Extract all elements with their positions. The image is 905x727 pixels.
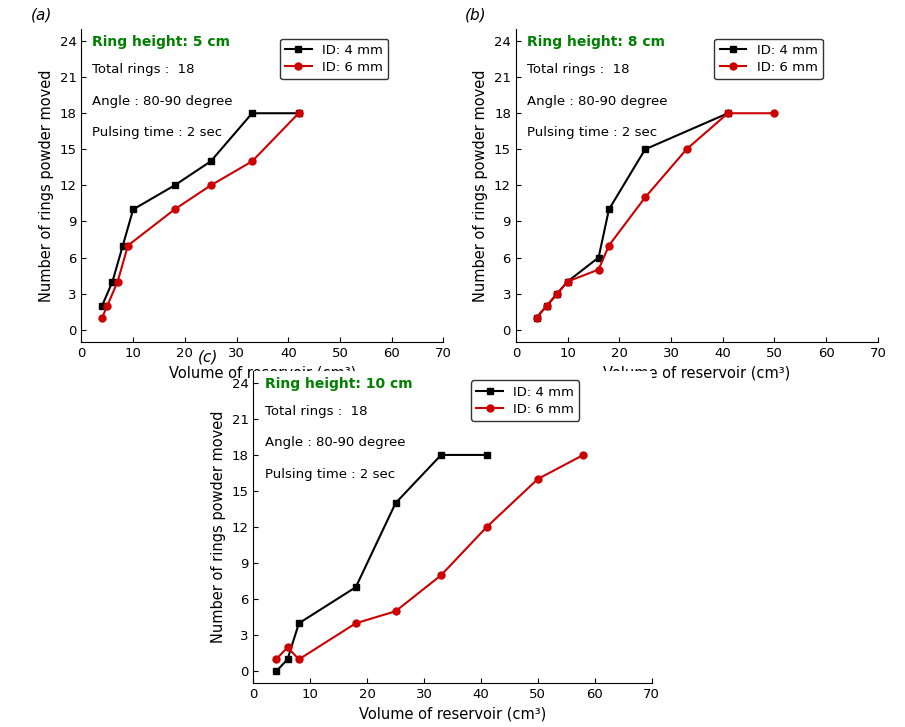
Text: Ring height: 5 cm: Ring height: 5 cm [92,36,230,49]
ID: 6 mm: (50, 18): 6 mm: (50, 18) [769,109,780,118]
ID: 6 mm: (33, 15): 6 mm: (33, 15) [681,145,692,153]
Text: Pulsing time : 2 sec: Pulsing time : 2 sec [527,126,657,139]
ID: 4 mm: (25, 14): 4 mm: (25, 14) [205,157,216,166]
ID: 4 mm: (33, 18): 4 mm: (33, 18) [247,109,258,118]
ID: 6 mm: (33, 14): 6 mm: (33, 14) [247,157,258,166]
ID: 6 mm: (18, 4): 6 mm: (18, 4) [350,619,361,627]
ID: 4 mm: (6, 2): 4 mm: (6, 2) [541,301,552,310]
ID: 6 mm: (33, 8): 6 mm: (33, 8) [435,571,446,579]
Text: (c): (c) [197,350,218,364]
ID: 4 mm: (8, 7): 4 mm: (8, 7) [118,241,129,250]
Y-axis label: Number of rings powder moved: Number of rings powder moved [211,411,226,643]
Text: (b): (b) [465,8,487,23]
Legend: ID: 4 mm, ID: 6 mm: ID: 4 mm, ID: 6 mm [471,380,579,421]
Text: Total rings :  18: Total rings : 18 [527,63,629,76]
ID: 4 mm: (10, 10): 4 mm: (10, 10) [128,205,138,214]
ID: 6 mm: (18, 7): 6 mm: (18, 7) [604,241,614,250]
Text: Ring height: 10 cm: Ring height: 10 cm [265,377,413,391]
ID: 6 mm: (25, 11): 6 mm: (25, 11) [640,193,651,202]
ID: 6 mm: (10, 4): 6 mm: (10, 4) [562,277,573,286]
ID: 4 mm: (18, 7): 4 mm: (18, 7) [350,583,361,592]
ID: 4 mm: (33, 18): 4 mm: (33, 18) [435,451,446,459]
ID: 4 mm: (8, 4): 4 mm: (8, 4) [293,619,304,627]
ID: 6 mm: (8, 3): 6 mm: (8, 3) [552,289,563,298]
X-axis label: Volume of reservoir (cm³): Volume of reservoir (cm³) [169,365,356,380]
ID: 4 mm: (25, 14): 4 mm: (25, 14) [390,499,401,507]
Line: ID: 6 mm: ID: 6 mm [99,110,302,321]
ID: 6 mm: (16, 5): 6 mm: (16, 5) [593,265,604,274]
ID: 6 mm: (25, 5): 6 mm: (25, 5) [390,607,401,616]
ID: 6 mm: (8, 1): 6 mm: (8, 1) [293,655,304,664]
Line: ID: 6 mm: ID: 6 mm [533,110,778,321]
ID: 6 mm: (7, 4): 6 mm: (7, 4) [112,277,123,286]
ID: 4 mm: (6, 4): 4 mm: (6, 4) [107,277,118,286]
ID: 6 mm: (4, 1): 6 mm: (4, 1) [271,655,281,664]
Y-axis label: Number of rings powder moved: Number of rings powder moved [39,69,54,302]
Line: ID: 4 mm: ID: 4 mm [272,451,491,675]
Line: ID: 4 mm: ID: 4 mm [99,110,302,309]
ID: 4 mm: (6, 1): 4 mm: (6, 1) [282,655,293,664]
Text: Angle : 80-90 degree: Angle : 80-90 degree [527,95,667,108]
ID: 4 mm: (18, 10): 4 mm: (18, 10) [604,205,614,214]
ID: 6 mm: (42, 18): 6 mm: (42, 18) [293,109,304,118]
ID: 6 mm: (41, 18): 6 mm: (41, 18) [722,109,733,118]
Text: Total rings :  18: Total rings : 18 [92,63,195,76]
Text: (a): (a) [31,8,52,23]
Text: Pulsing time : 2 sec: Pulsing time : 2 sec [265,467,395,481]
ID: 6 mm: (58, 18): 6 mm: (58, 18) [578,451,589,459]
ID: 4 mm: (10, 4): 4 mm: (10, 4) [562,277,573,286]
Text: Total rings :  18: Total rings : 18 [265,405,367,418]
ID: 4 mm: (42, 18): 4 mm: (42, 18) [293,109,304,118]
Legend: ID: 4 mm, ID: 6 mm: ID: 4 mm, ID: 6 mm [714,39,823,79]
ID: 4 mm: (4, 1): 4 mm: (4, 1) [531,313,542,322]
ID: 6 mm: (6, 2): 6 mm: (6, 2) [541,301,552,310]
ID: 6 mm: (4, 1): 6 mm: (4, 1) [531,313,542,322]
Text: Pulsing time : 2 sec: Pulsing time : 2 sec [92,126,223,139]
ID: 4 mm: (4, 2): 4 mm: (4, 2) [97,301,108,310]
X-axis label: Volume of reservoir (cm³): Volume of reservoir (cm³) [604,365,790,380]
ID: 4 mm: (25, 15): 4 mm: (25, 15) [640,145,651,153]
ID: 4 mm: (8, 3): 4 mm: (8, 3) [552,289,563,298]
Line: ID: 6 mm: ID: 6 mm [272,451,586,663]
ID: 6 mm: (4, 1): 6 mm: (4, 1) [97,313,108,322]
ID: 6 mm: (5, 2): 6 mm: (5, 2) [102,301,113,310]
X-axis label: Volume of reservoir (cm³): Volume of reservoir (cm³) [359,707,546,722]
ID: 4 mm: (41, 18): 4 mm: (41, 18) [722,109,733,118]
ID: 6 mm: (25, 12): 6 mm: (25, 12) [205,181,216,190]
ID: 6 mm: (9, 7): 6 mm: (9, 7) [122,241,133,250]
Text: Angle : 80-90 degree: Angle : 80-90 degree [92,95,233,108]
ID: 4 mm: (4, 0): 4 mm: (4, 0) [271,667,281,675]
Line: ID: 4 mm: ID: 4 mm [533,110,731,321]
ID: 4 mm: (18, 12): 4 mm: (18, 12) [169,181,180,190]
Text: Angle : 80-90 degree: Angle : 80-90 degree [265,436,405,449]
Text: Ring height: 8 cm: Ring height: 8 cm [527,36,664,49]
ID: 6 mm: (50, 16): 6 mm: (50, 16) [532,475,543,483]
ID: 6 mm: (41, 12): 6 mm: (41, 12) [481,523,492,531]
Legend: ID: 4 mm, ID: 6 mm: ID: 4 mm, ID: 6 mm [280,39,388,79]
ID: 4 mm: (16, 6): 4 mm: (16, 6) [593,253,604,262]
ID: 6 mm: (18, 10): 6 mm: (18, 10) [169,205,180,214]
ID: 6 mm: (6, 2): 6 mm: (6, 2) [282,643,293,651]
ID: 4 mm: (41, 18): 4 mm: (41, 18) [481,451,492,459]
Y-axis label: Number of rings powder moved: Number of rings powder moved [473,69,489,302]
